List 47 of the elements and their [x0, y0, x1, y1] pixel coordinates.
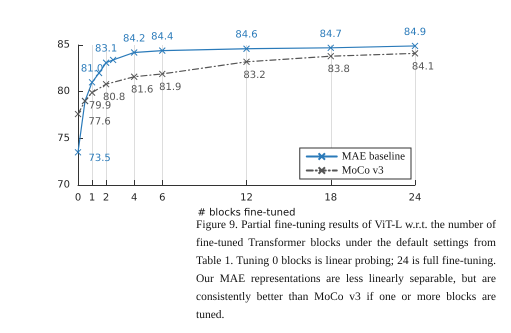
- data-label: 84.2: [123, 33, 146, 44]
- caption: Figure 9. Partial fine-tuning results of ViT-L w.r.t. the number of fine-tuned Transformer blocks under the default settings from Table 1. Tuning 0 blocks is linear probing; 24 is full fine-tuning. Our MAE representations are less linearly separable, but are consistently better than MoCo v3 if one or more blocks are tuned.: [196, 219, 496, 321]
- point: [130, 48, 138, 56]
- point: [74, 110, 82, 118]
- y-tick-label: 70: [57, 180, 70, 190]
- point: [102, 80, 110, 88]
- data-label: 84.4: [151, 32, 174, 43]
- data-label: 83.1: [94, 44, 118, 55]
- x-tick-label: 6: [159, 192, 166, 204]
- data-label: 84.9: [404, 26, 426, 38]
- data-label: 84.1: [412, 61, 434, 72]
- point: [327, 44, 334, 52]
- x-axis-title: # blocks fine-tuned: [198, 207, 296, 218]
- point: [74, 148, 82, 156]
- point: [243, 45, 250, 52]
- data-label: 73.5: [88, 152, 111, 164]
- legend-label: MoCo v3: [342, 164, 384, 176]
- data-label: 81.9: [159, 82, 182, 93]
- point: [110, 56, 117, 64]
- point: [243, 58, 250, 66]
- x-tick-label: 1: [88, 192, 96, 204]
- x-tick-label: 18: [324, 192, 338, 204]
- point: [130, 73, 138, 80]
- y-tick-label: 75: [57, 132, 70, 144]
- point: [158, 70, 166, 78]
- y-tick-label: 85: [57, 40, 70, 50]
- point: [412, 42, 418, 50]
- x-tick-label: 2: [102, 192, 110, 204]
- legend-label: MAE baseline: [342, 150, 406, 162]
- data-label: 77.6: [88, 116, 111, 128]
- x-tick-label: 24: [408, 192, 422, 204]
- data-label: 84.7: [320, 28, 342, 40]
- data-label: 83.8: [328, 64, 350, 76]
- x-tick-label: 12: [240, 192, 253, 204]
- y-tick-label: 80: [57, 86, 70, 98]
- x-tick-label: 4: [130, 192, 138, 204]
- point: [88, 78, 96, 86]
- point: [102, 59, 110, 66]
- point: [327, 52, 334, 60]
- point: [412, 50, 418, 57]
- data-label: 84.6: [235, 30, 258, 41]
- data-label: 79.9: [88, 100, 112, 112]
- data-label: 81.6: [131, 84, 154, 96]
- data-label: 83.2: [243, 70, 266, 81]
- x-tick-label: 0: [74, 192, 82, 204]
- point: [158, 47, 166, 54]
- point: [88, 89, 96, 96]
